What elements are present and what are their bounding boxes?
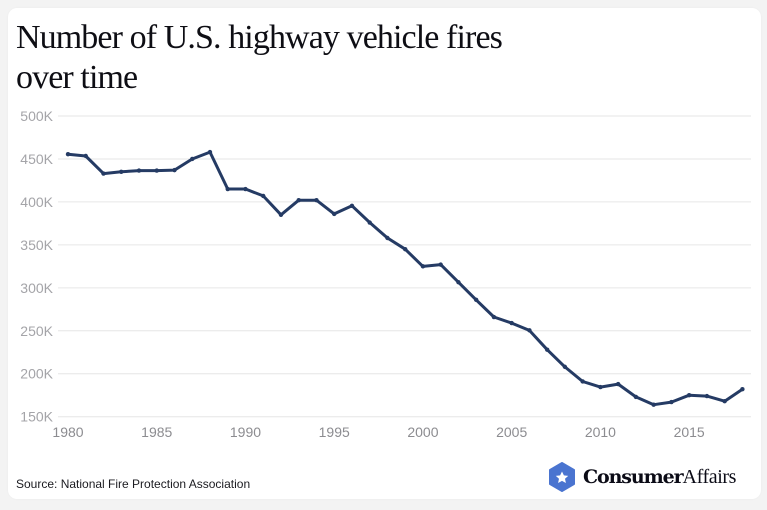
data-point — [243, 186, 248, 192]
gridlines — [58, 115, 751, 418]
data-point — [722, 399, 727, 404]
x-axis-ticks: 1980 1985 1990 1995 2000 2005 2010 2015 — [52, 424, 705, 440]
y-tick-label: 500K — [20, 108, 53, 124]
x-tick-label: 2010 — [585, 424, 616, 440]
y-tick-label: 250K — [20, 323, 53, 339]
data-point — [172, 167, 177, 173]
data-point — [580, 379, 585, 384]
data-point — [669, 399, 674, 405]
data-point — [420, 264, 426, 269]
y-tick-label: 350K — [20, 237, 53, 253]
data-point — [314, 197, 319, 203]
y-tick-label: 300K — [20, 280, 53, 296]
data-point — [509, 320, 514, 326]
y-tick-label: 150K — [20, 409, 53, 425]
data-point — [473, 297, 479, 303]
data-point — [544, 347, 550, 352]
data-point — [332, 211, 337, 217]
data-point — [207, 149, 213, 155]
data-point — [438, 262, 443, 267]
data-point — [456, 280, 461, 285]
data-point — [190, 156, 195, 162]
data-point — [403, 246, 408, 252]
data-point — [704, 393, 710, 399]
data-point — [278, 212, 284, 218]
brand-name-light: Affairs — [682, 465, 737, 488]
data-point — [651, 402, 656, 407]
x-tick-label: 2000 — [407, 424, 438, 440]
x-tick-label: 2015 — [674, 424, 705, 440]
data-point — [740, 387, 745, 392]
y-tick-label: 400K — [20, 194, 53, 210]
brand-logo: Consumer Affairs — [548, 462, 736, 492]
data-point — [225, 186, 230, 192]
data-point — [83, 153, 88, 159]
data-point — [261, 193, 266, 199]
y-axis-ticks: 500K 450K 400K 350K 300K 250K 200K 150K — [20, 108, 53, 425]
data-point — [349, 203, 355, 208]
data-point — [154, 168, 159, 173]
x-tick-label: 1995 — [319, 424, 350, 440]
series-line — [66, 150, 744, 407]
source-note: Source: National Fire Protection Associa… — [16, 477, 251, 491]
star-hexagon-icon — [549, 462, 575, 492]
series-layer — [65, 149, 745, 407]
x-tick-label: 1980 — [52, 424, 83, 440]
brand-name-bold: Consumer — [583, 466, 684, 488]
data-point — [65, 152, 71, 157]
data-point — [615, 381, 621, 387]
y-tick-label: 200K — [20, 366, 53, 382]
data-point — [686, 393, 692, 398]
data-point — [562, 364, 568, 370]
y-tick-label: 450K — [20, 151, 53, 167]
data-point — [119, 169, 124, 175]
data-point — [527, 328, 532, 333]
x-tick-label: 1985 — [141, 424, 172, 440]
x-tick-label: 2005 — [496, 424, 527, 440]
data-point — [598, 384, 603, 390]
x-tick-label: 1990 — [230, 424, 261, 440]
data-point — [296, 197, 301, 203]
data-point — [367, 220, 372, 225]
data-point — [101, 171, 106, 176]
chart-title: Number of U.S. highway vehicle fires ove… — [16, 19, 503, 96]
data-point — [385, 235, 390, 241]
data-point — [633, 394, 639, 400]
data-point — [136, 168, 142, 173]
data-point — [491, 314, 497, 320]
